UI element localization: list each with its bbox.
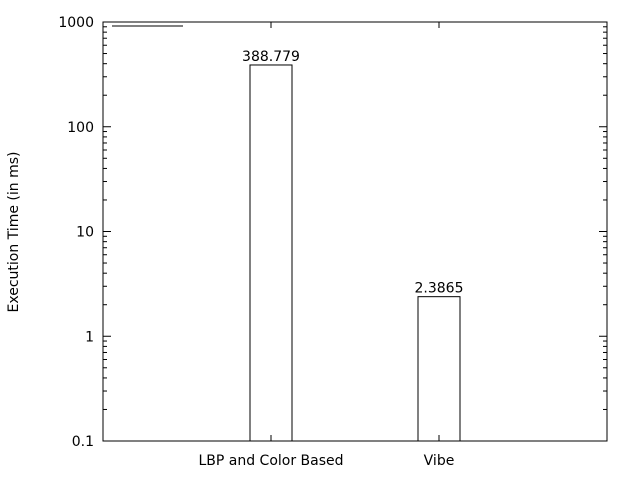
y-tick-label: 0.1 (72, 434, 94, 450)
y-tick-label: 1000 (58, 15, 94, 31)
y-axis-title: Execution Time (in ms) (6, 152, 22, 313)
y-axis: 0.1 1 10 100 1000 (58, 15, 607, 450)
bars-group: 388.779 2.3865 (242, 49, 464, 442)
y-tick-label: 1 (85, 329, 94, 345)
bar (249, 64, 293, 442)
bar (417, 296, 461, 442)
bar-value-label: 388.779 (242, 49, 300, 65)
plot-frame (102, 21, 608, 442)
x-tick-label: Vibe (424, 453, 455, 469)
x-tick-label: LBP and Color Based (198, 453, 343, 469)
x-axis: LBP and Color Based Vibe (198, 22, 454, 469)
y-tick-label: 100 (67, 120, 94, 136)
y-tick-label: 10 (76, 225, 94, 241)
bar-value-label: 2.3865 (415, 281, 464, 297)
